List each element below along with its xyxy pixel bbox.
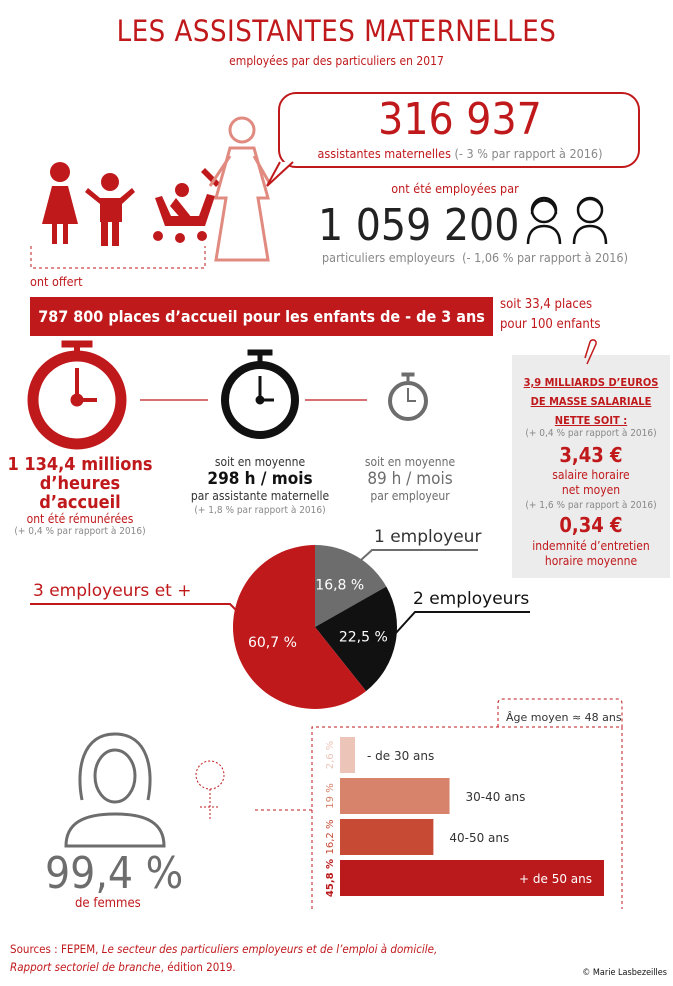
- offert-label: ont offert: [30, 274, 83, 289]
- sources: Sources : FEPEM, Le secteur des particul…: [10, 940, 437, 976]
- pie-slice: [315, 586, 397, 692]
- indemnite-label-2: horaire moyenne: [544, 554, 638, 568]
- speech-bubble: [278, 92, 640, 168]
- pie-label-3-employeurs: 3 employeurs et +: [33, 581, 191, 601]
- wage-label-2: net moyen: [561, 483, 621, 497]
- pie-chart: 16,8 % 22,5 % 60,7 % 1 employeur 2 employeur…: [30, 527, 530, 709]
- link-text: ont été employées par: [391, 181, 519, 196]
- salary-change2: (+ 1,6 % par rapport à 2016): [525, 500, 657, 511]
- pie-value-label: 16,8 %: [315, 577, 364, 593]
- stopwatches: [27, 340, 428, 450]
- page-subtitle: employées par des particuliers en 2017: [229, 54, 444, 68]
- places-line2: pour 100 enfants: [500, 317, 601, 332]
- indemnite-label-1: indemnité d’entretien: [532, 539, 650, 553]
- assistantes-label-text: assistantes maternelles: [317, 146, 451, 161]
- sources-title1: Le secteur des particuliers employeurs e…: [101, 942, 438, 956]
- per-assistante-label: par assistante maternelle: [190, 489, 330, 503]
- woman-icon: [64, 732, 166, 848]
- per-assistante-change: (+ 1,8 % par rapport à 2016): [194, 505, 326, 516]
- age-value-label: 2,6 %: [325, 741, 336, 770]
- pie-value-label: 22,5 %: [339, 629, 388, 645]
- leader-line: [394, 611, 530, 635]
- dashed-bracket: [30, 246, 206, 269]
- assistantes-count: 316 937: [378, 94, 542, 145]
- stopwatch-black-icon: [221, 349, 299, 439]
- page-title: LES ASSISTANTES MATERNELLES: [116, 14, 557, 48]
- indemnite-value: 0,34 €: [559, 513, 623, 537]
- dashed-frame: [311, 698, 623, 909]
- assistantes-label: assistantes maternelles (- 3 % par rappo…: [280, 146, 640, 161]
- pie-slice: [233, 545, 367, 709]
- age-bar: [340, 819, 434, 855]
- salary-heading-3: NETTE SOIT :: [554, 414, 628, 427]
- femmes-value: 99,4 %: [45, 848, 184, 899]
- age-annotation: Âge moyen ≈ 48 ans: [506, 711, 622, 724]
- salary-change1: (+ 0,4 % par rapport à 2016): [525, 428, 657, 439]
- salary-heading-1: 3,9 MILLIARDS D’EUROS: [523, 376, 659, 389]
- female-symbol-icon: [195, 760, 225, 819]
- paperclip-icon: [584, 339, 597, 365]
- wage-label-1: salaire horaire: [552, 468, 630, 482]
- hours-total-line1: 1 134,4 millions: [7, 454, 153, 475]
- pie-label-1-employeur: 1 employeur: [374, 527, 481, 547]
- wage-value: 3,43 €: [559, 443, 623, 467]
- age-category-label: 30-40 ans: [466, 790, 526, 804]
- hours-per-assistante: soit en moyenne 298 h / mois par assista…: [170, 455, 350, 516]
- sources-title2: Rapport sectoriel de branche: [10, 960, 161, 974]
- femmes-label: de femmes: [75, 896, 141, 911]
- dashed-connector: [255, 809, 313, 811]
- hours-total: 1 134,4 millions d’heures d’accueil ont …: [0, 455, 160, 537]
- pie-label-2-employeurs: 2 employeurs: [413, 589, 529, 609]
- bubble-tail: [266, 161, 294, 187]
- assistantes-change: (- 3 % par rapport à 2016): [454, 146, 603, 161]
- woman-outline-icon: [208, 116, 272, 262]
- age-category-label: 40-50 ans: [449, 831, 509, 845]
- places-line1: soit 33,4 places: [500, 297, 593, 312]
- hours-total-change: (+ 0,4 % par rapport à 2016): [14, 526, 146, 537]
- age-bar: [340, 860, 604, 896]
- leader-line: [349, 549, 478, 571]
- sources-prefix: Sources : FEPEM,: [10, 942, 102, 956]
- pie-slice: [315, 545, 387, 627]
- employeurs-label: particuliers employeurs (- 1,06 % par ra…: [290, 250, 660, 265]
- pie-value-label: 60,7 %: [248, 635, 297, 651]
- leader-line: [30, 603, 243, 617]
- age-value-label: 45,8 %: [325, 859, 336, 897]
- age-value-label: 16,2 %: [325, 820, 336, 855]
- per-employeur-label: par employeur: [370, 489, 450, 503]
- sources-suffix: , édition 2019.: [160, 960, 236, 974]
- places-banner: 787 800 places d’accueil pour les enfant…: [30, 297, 493, 336]
- per-employeur-pre: soit en moyenne: [364, 455, 456, 469]
- employeurs-count: 1 059 200: [318, 200, 520, 251]
- girl-icon: [42, 162, 78, 244]
- hours-total-line2: d’heures d’accueil: [39, 473, 121, 513]
- stroller-icon: [153, 168, 220, 243]
- age-category-label: - de 30 ans: [367, 749, 434, 763]
- places-ratio: soit 33,4 places pour 100 enfants: [500, 295, 601, 335]
- per-employeur-value: 89 h / mois: [367, 469, 453, 489]
- per-assistante-value: 298 h / mois: [207, 469, 313, 489]
- salary-heading: 3,9 MILLIARDS D’EUROS DE MASSE SALARIALE…: [512, 373, 670, 430]
- age-value-label: 19 %: [325, 783, 336, 808]
- employeurs-change: (- 1,06 % par rapport à 2016): [462, 250, 628, 265]
- stopwatch-gray-icon: [388, 372, 428, 421]
- per-assistante-pre: soit en moyenne: [214, 455, 306, 469]
- family-illustration: [42, 116, 272, 262]
- age-bar-chart: Âge moyen ≈ 48 ans - de 30 ans 2,6 % 30-40 …: [311, 698, 623, 909]
- salary-box: 3,9 MILLIARDS D’EUROS DE MASSE SALARIALE…: [512, 355, 670, 578]
- employeurs-label-text: particuliers employeurs: [322, 250, 455, 265]
- indemnite-label: indemnité d’entretien horaire moyenne: [512, 539, 670, 569]
- hours-per-employeur: soit en moyenne 89 h / mois par employeu…: [350, 455, 470, 503]
- two-women-icon: [526, 196, 608, 245]
- hours-total-line3: ont été rémunérées: [26, 512, 134, 526]
- stopwatch-red-icon: [27, 340, 127, 450]
- age-bar: [340, 737, 355, 773]
- salary-heading-2: DE MASSE SALARIALE: [530, 395, 652, 408]
- boy-icon: [85, 173, 135, 246]
- age-bar: [340, 778, 450, 814]
- wage-label: salaire horaire net moyen: [512, 468, 670, 498]
- age-category-label: + de 50 ans: [519, 872, 592, 886]
- credit: © Marie Lasbezeilles: [582, 968, 667, 978]
